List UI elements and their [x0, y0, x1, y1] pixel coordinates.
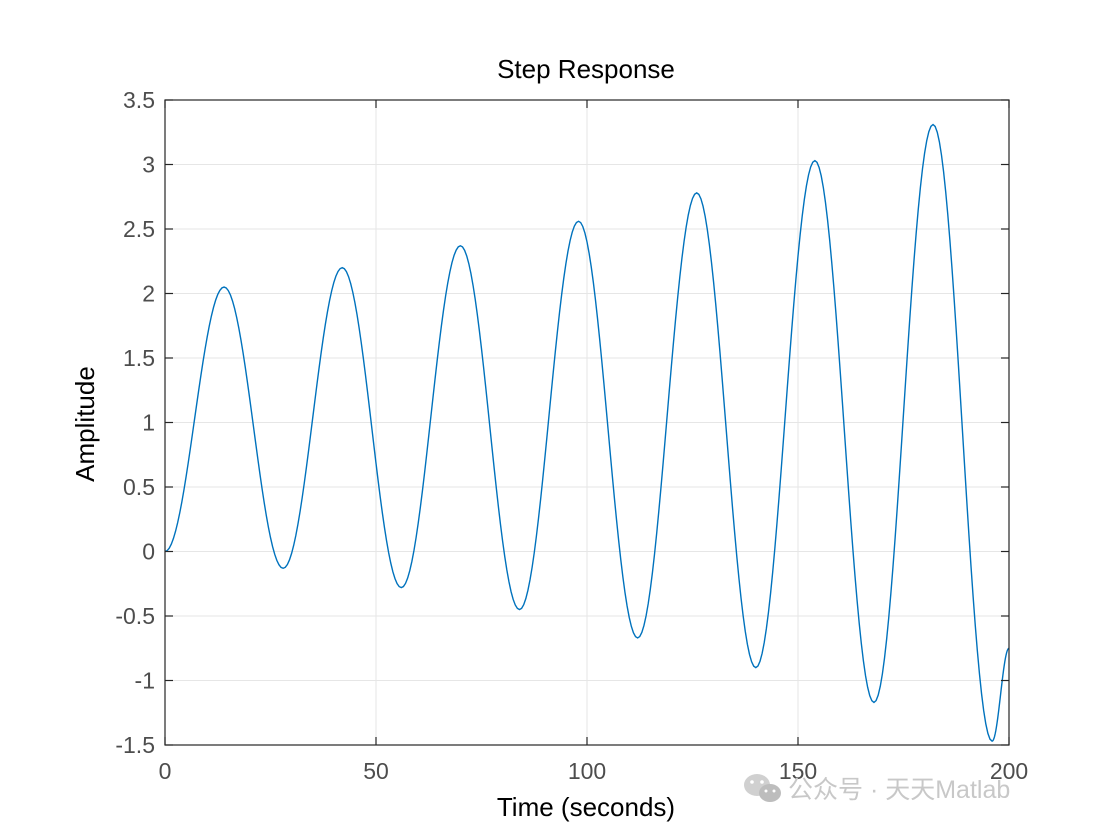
x-axis-label: Time (seconds)	[497, 792, 675, 822]
y-tick-label: 2	[142, 281, 155, 307]
x-tick-label: 200	[990, 758, 1028, 784]
x-tick-label: 150	[779, 758, 817, 784]
series-layer	[164, 123, 1010, 742]
y-tick-label: 3	[142, 152, 155, 178]
y-axis-label: Amplitude	[70, 366, 100, 482]
series-line	[164, 123, 1010, 742]
y-tick-label: 2.5	[123, 216, 155, 242]
chart-title: Step Response	[497, 54, 675, 84]
y-tick-label: -0.5	[115, 603, 155, 629]
y-tick-label: 3.5	[123, 87, 155, 113]
x-tick-label: 100	[568, 758, 606, 784]
y-tick-label: 0.5	[123, 474, 155, 500]
y-tick-label: 1	[142, 410, 155, 436]
grid-layer	[164, 99, 1010, 746]
y-tick-label: -1.5	[115, 732, 155, 758]
y-tick-label: -1	[135, 668, 155, 694]
tick-label-layer: 0 50 100 150 200 -1.5 -1 -0.5 0 0.5 1 1.5 2 2.5 3 3.5	[115, 87, 1028, 784]
y-tick-label: 1.5	[123, 345, 155, 371]
watermark: 公众号 · 天天Matlab	[744, 774, 1010, 804]
x-tick-label: 0	[159, 758, 172, 784]
y-tick-label: 0	[142, 539, 155, 565]
watermark-text: 公众号 · 天天Matlab	[788, 776, 1010, 804]
wechat-icon	[744, 774, 781, 802]
x-tick-label: 50	[363, 758, 389, 784]
tick-layer	[164, 99, 1010, 746]
